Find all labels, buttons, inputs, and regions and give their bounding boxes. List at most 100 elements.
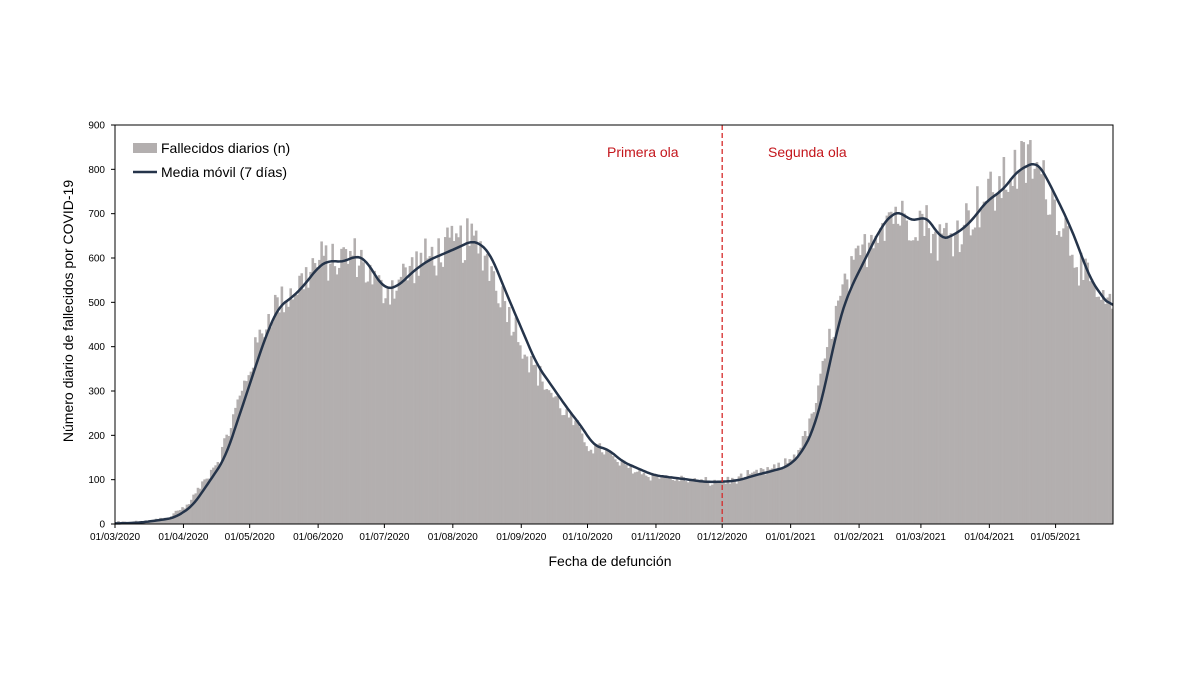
daily-deaths-bar: [170, 516, 173, 524]
daily-deaths-bar: [424, 238, 427, 524]
daily-deaths-bar: [302, 289, 306, 524]
daily-deaths-bar: [315, 267, 319, 524]
daily-deaths-bar: [1002, 157, 1006, 524]
daily-deaths-bar: [207, 478, 211, 524]
x-tick-label: 01/07/2020: [359, 532, 409, 543]
daily-deaths-bar: [225, 434, 228, 524]
daily-deaths-bar: [349, 251, 352, 524]
daily-deaths-bar: [430, 246, 434, 524]
daily-deaths-bar: [194, 493, 198, 524]
daily-deaths-bar: [185, 504, 189, 524]
daily-deaths-bar: [828, 328, 831, 524]
daily-deaths-bar: [227, 435, 231, 524]
daily-deaths-bar: [587, 451, 591, 524]
daily-deaths-bar: [249, 371, 253, 524]
x-tick-label: 01/05/2021: [1031, 532, 1081, 543]
daily-deaths-bar: [243, 380, 246, 524]
daily-deaths-bar: [377, 275, 381, 524]
daily-deaths-bar: [399, 276, 403, 524]
daily-deaths-bar: [792, 454, 796, 524]
daily-deaths-bar: [784, 458, 787, 524]
daily-deaths-bar: [872, 248, 875, 524]
daily-deaths-bar: [803, 431, 807, 524]
daily-deaths-bar: [706, 481, 710, 524]
daily-deaths-bar: [832, 337, 836, 524]
daily-deaths-bar: [596, 444, 599, 524]
daily-deaths-bar: [647, 477, 650, 524]
daily-deaths-bar: [519, 345, 522, 524]
daily-deaths-bar: [421, 264, 425, 524]
plot-frame: [114, 124, 1114, 525]
daily-deaths-bar: [870, 234, 873, 524]
daily-deaths-bar: [931, 233, 935, 524]
daily-deaths-bar: [812, 412, 816, 524]
y-tick-label: 300: [88, 387, 105, 398]
daily-deaths-bar: [609, 452, 613, 524]
daily-deaths-bar: [682, 477, 686, 524]
daily-deaths-bar: [678, 481, 681, 524]
daily-deaths-bar: [848, 293, 851, 524]
daily-deaths-bar: [991, 192, 995, 524]
daily-deaths-bar: [455, 233, 458, 525]
daily-deaths-bar: [470, 223, 474, 524]
daily-deaths-bar: [395, 290, 398, 524]
x-tick-label: 01/05/2020: [225, 532, 275, 543]
daily-deaths-bar: [190, 499, 193, 524]
daily-deaths-bar: [554, 396, 557, 524]
daily-deaths-bar: [1106, 297, 1109, 524]
daily-deaths-bar: [333, 266, 337, 524]
daily-deaths-bar: [483, 255, 487, 524]
daily-deaths-bar: [561, 415, 564, 524]
daily-deaths-bar: [251, 367, 255, 524]
daily-deaths-bar: [686, 482, 690, 524]
daily-deaths-bar: [300, 273, 304, 524]
daily-deaths-bar: [258, 329, 262, 524]
daily-deaths-bar: [675, 477, 679, 524]
daily-deaths-bar: [408, 265, 412, 524]
daily-deaths-bar: [728, 483, 732, 524]
daily-deaths-bar: [589, 449, 593, 524]
daily-deaths-bar: [521, 358, 524, 524]
daily-deaths-bar: [1099, 299, 1103, 524]
daily-deaths-bar: [627, 467, 630, 524]
daily-deaths-bar: [689, 480, 692, 524]
daily-deaths-bar: [196, 487, 200, 524]
daily-deaths-bar: [512, 331, 515, 524]
daily-deaths-bar: [684, 481, 688, 524]
daily-deaths-bar: [638, 469, 641, 524]
daily-deaths-bar: [309, 271, 312, 524]
daily-deaths-bar: [753, 471, 756, 524]
daily-deaths-bar: [934, 231, 937, 524]
daily-deaths-bar: [212, 467, 215, 524]
daily-deaths-bar: [494, 290, 498, 524]
daily-deaths-bars: [117, 140, 1114, 525]
daily-deaths-bar: [1024, 182, 1028, 524]
daily-deaths-bar: [181, 507, 184, 524]
daily-deaths-bar: [329, 263, 332, 524]
daily-deaths-bar: [614, 459, 617, 524]
daily-deaths-bar: [527, 372, 531, 524]
daily-deaths-bar: [289, 288, 292, 524]
daily-deaths-bar: [322, 255, 326, 525]
daily-deaths-bar: [435, 275, 438, 524]
daily-deaths-bar: [995, 192, 999, 524]
daily-deaths-bar: [653, 473, 657, 524]
daily-deaths-bar: [923, 235, 926, 524]
daily-deaths-bar: [850, 256, 853, 524]
daily-deaths-bar: [949, 233, 953, 525]
daily-deaths-bar: [640, 474, 644, 524]
daily-deaths-bar: [1086, 262, 1090, 524]
legend-label-bars: Fallecidos diarios (n): [161, 140, 290, 156]
daily-deaths-bar: [326, 280, 330, 524]
daily-deaths-bar: [364, 282, 368, 524]
daily-deaths-bar: [1026, 144, 1030, 525]
daily-deaths-bar: [770, 468, 774, 524]
daily-deaths-bar: [616, 462, 619, 524]
daily-deaths-bar: [214, 465, 217, 524]
daily-deaths-bar: [276, 297, 279, 524]
daily-deaths-bar: [971, 229, 975, 524]
daily-deaths-bar: [514, 317, 518, 524]
daily-deaths-bar: [859, 255, 862, 524]
daily-deaths-bar: [967, 210, 970, 525]
daily-deaths-bar: [503, 301, 507, 524]
